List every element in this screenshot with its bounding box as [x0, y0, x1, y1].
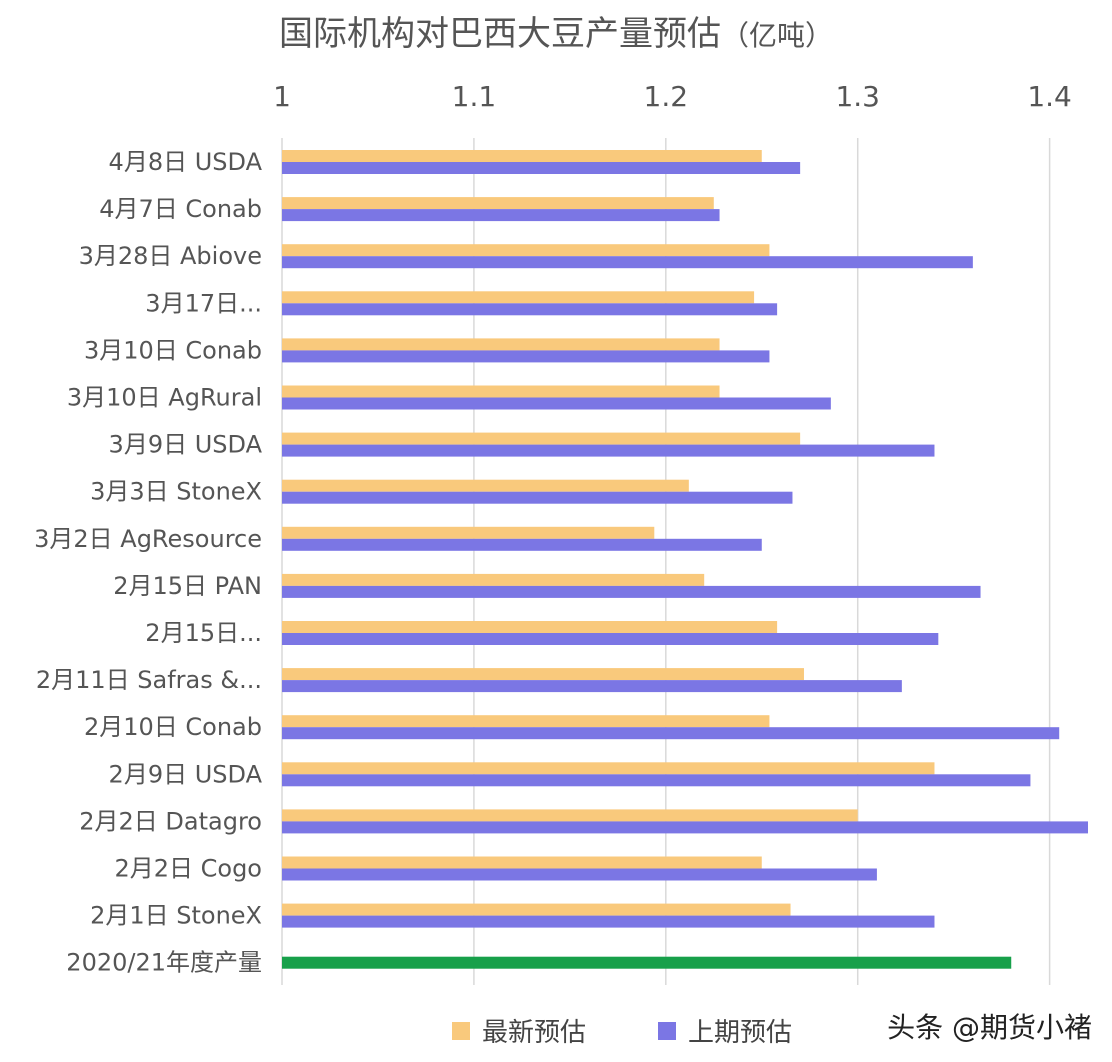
category-label-11: 2月11日 Safras &... [36, 666, 262, 694]
bar-previous-10 [282, 633, 939, 645]
bar-previous-4 [282, 350, 770, 363]
bar-previous-8 [282, 538, 762, 551]
bar-previous-2 [282, 256, 973, 269]
category-label-12: 2月10日 Conab [84, 713, 262, 741]
bar-latest-11 [282, 668, 804, 681]
category-label-14: 2月2日 Datagro [79, 807, 262, 835]
bar-latest-9 [282, 573, 705, 586]
legend-swatch-previous [658, 1021, 676, 1040]
legend: 最新预估 上期预估 [0, 1012, 840, 1052]
x-axis-ticks: 1 1.1 1.2 1.3 1.4 [273, 80, 1072, 113]
bar-latest-6 [282, 432, 801, 445]
category-label-0: 4月8日 USDA [109, 148, 263, 176]
bar-latest-7 [282, 479, 689, 492]
category-label-13: 2月9日 USDA [109, 760, 263, 788]
bar-actual-17 [282, 956, 1012, 969]
bar-previous-1 [282, 209, 720, 222]
bar-previous-16 [282, 915, 935, 928]
bar-chart: 1 1.1 1.2 1.3 1.4 4月8日 USDA 4月7日 Conab 3月28日 A… [34, 80, 1088, 985]
bar-latest-3 [282, 291, 755, 304]
bar-latest-1 [282, 197, 714, 210]
category-label-17: 2020/21年度产量 [66, 949, 262, 977]
x-tick-label-4: 1.4 [1027, 80, 1072, 113]
category-label-4: 3月10日 Conab [84, 336, 262, 364]
legend-label-latest: 最新预估 [482, 1018, 587, 1048]
bar-previous-11 [282, 680, 902, 693]
bar-latest-16 [282, 903, 791, 916]
bar-latest-2 [282, 244, 770, 257]
category-label-3: 3月17日... [145, 289, 262, 317]
bar-previous-3 [282, 303, 778, 316]
category-label-8: 3月2日 AgResource [34, 525, 262, 553]
bar-latest-13 [282, 762, 935, 775]
bar-previous-12 [282, 727, 1060, 740]
legend-item-latest: 最新预估 [452, 1012, 586, 1049]
bar-latest-15 [282, 856, 762, 869]
bar-latest-10 [282, 621, 778, 633]
bar-latest-14 [282, 809, 858, 822]
chart-title-unit: （亿吨） [720, 19, 833, 52]
category-label-15: 2月2日 Cogo [114, 855, 262, 883]
chart-title: 国际机构对巴西大豆产量预估（亿吨） [0, 6, 1112, 55]
category-label-1: 4月7日 Conab [99, 195, 262, 223]
category-label-6: 3月9日 USDA [109, 431, 263, 459]
bar-previous-13 [282, 774, 1031, 787]
category-label-2: 3月28日 Abiove [79, 242, 262, 270]
bar-latest-12 [282, 715, 770, 728]
category-label-5: 3月10日 AgRural [67, 384, 262, 412]
bar-previous-0 [282, 162, 801, 174]
bar-previous-5 [282, 397, 831, 410]
bar-latest-4 [282, 338, 720, 351]
legend-item-previous: 上期预估 [658, 1012, 792, 1049]
category-label-7: 3月3日 StoneX [90, 478, 262, 506]
x-tick-label-2: 1.2 [644, 80, 689, 113]
bar-latest-0 [282, 150, 762, 162]
bars [282, 150, 1088, 969]
bar-previous-6 [282, 444, 935, 457]
watermark: 头条 @期货小褚 [887, 1011, 1092, 1044]
x-tick-label-0: 1 [273, 80, 291, 113]
bar-latest-5 [282, 385, 720, 398]
chart-title-text: 国际机构对巴西大豆产量预估 [278, 14, 721, 54]
category-label-16: 2月1日 StoneX [90, 902, 262, 930]
grid-lines [281, 138, 1051, 985]
bar-previous-14 [282, 821, 1088, 834]
category-labels: 4月8日 USDA 4月7日 Conab 3月28日 Abiove 3月17日... 3… [34, 148, 262, 977]
x-tick-label-3: 1.3 [835, 80, 880, 113]
category-label-10: 2月15日... [145, 619, 262, 647]
bar-previous-7 [282, 491, 793, 504]
bar-previous-9 [282, 585, 981, 598]
legend-swatch-latest [452, 1021, 470, 1040]
x-tick-label-1: 1.1 [452, 80, 497, 113]
bar-previous-15 [282, 868, 877, 881]
category-label-9: 2月15日 PAN [113, 572, 262, 600]
bar-latest-8 [282, 526, 655, 539]
legend-label-previous: 上期预估 [688, 1018, 793, 1048]
